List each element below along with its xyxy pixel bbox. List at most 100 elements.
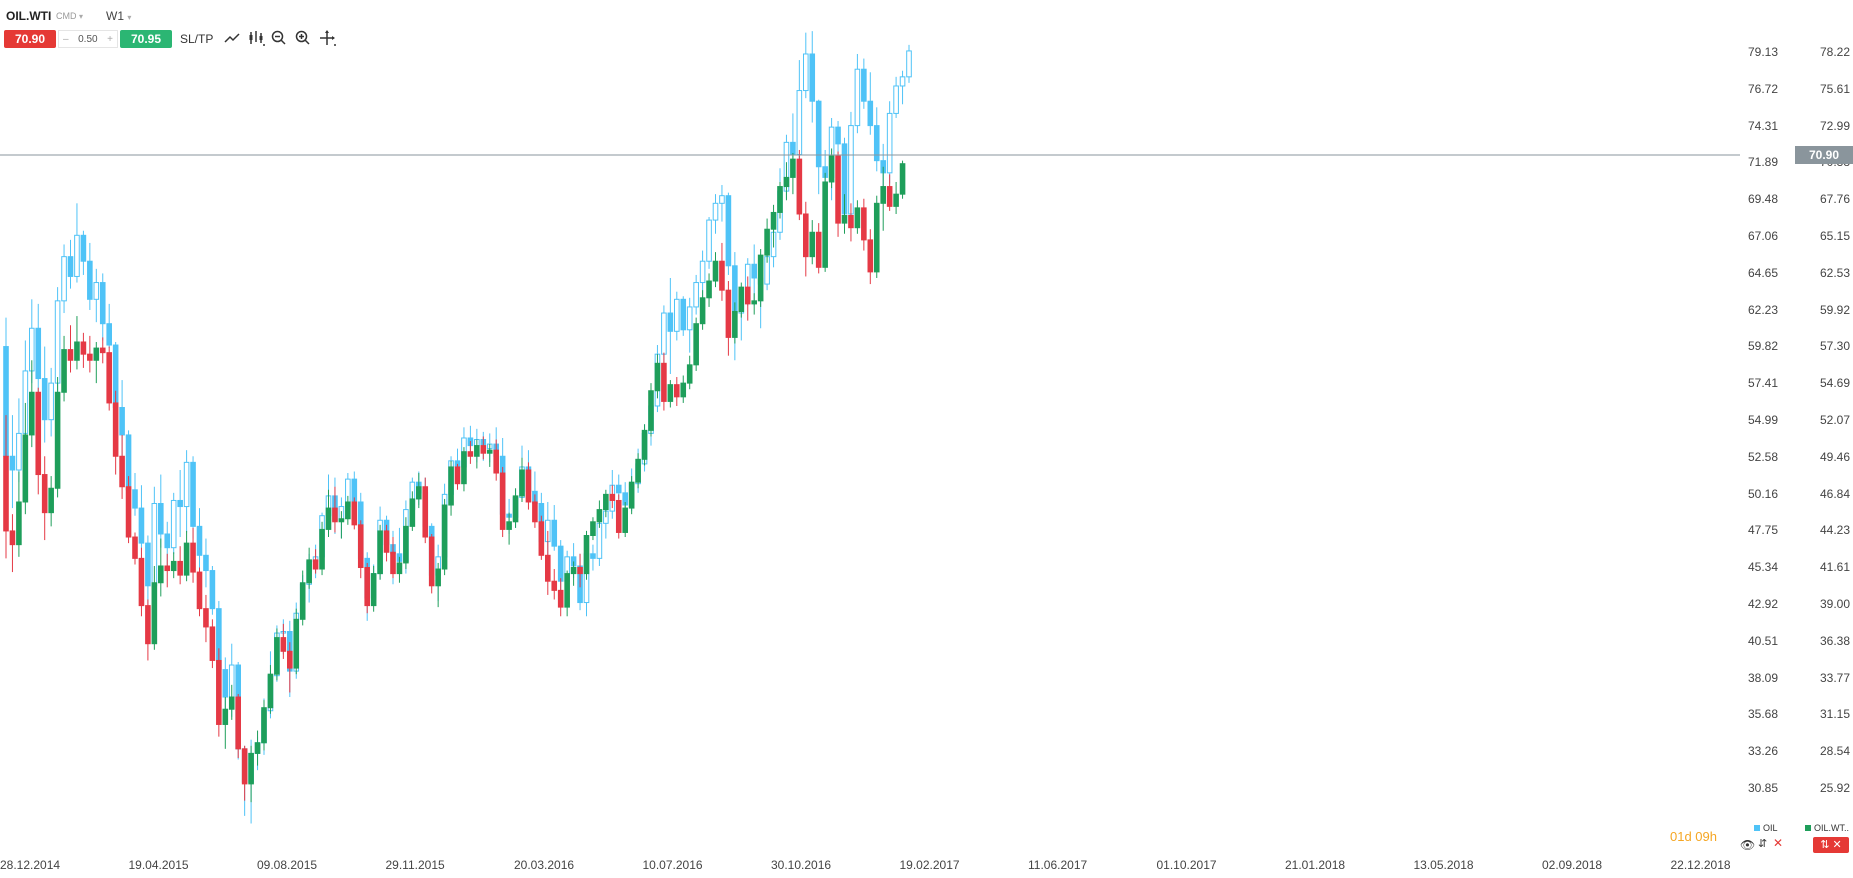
candle-body: [274, 637, 280, 675]
timeframe-selector[interactable]: W1 ▾: [106, 9, 132, 23]
candle-body: [873, 202, 880, 273]
eye-icon[interactable]: 👁: [1740, 838, 1756, 852]
zoom-in-icon[interactable]: [293, 28, 313, 48]
candle-body: [712, 202, 719, 221]
candle-body: [822, 181, 828, 268]
candle-body: [686, 306, 693, 331]
buy-button[interactable]: 70.95: [120, 30, 172, 48]
candle-body: [454, 466, 461, 485]
line-chart-icon[interactable]: [222, 28, 242, 48]
legend-oil[interactable]: OIL: [1754, 823, 1778, 833]
candle-body: [893, 193, 899, 207]
price-tick-left: 45.34: [1747, 560, 1778, 575]
candle-body: [209, 570, 216, 610]
close-icon[interactable]: ✕: [1773, 836, 1784, 850]
legend-oil-swatch: [1754, 825, 1760, 831]
indicators-icon[interactable]: [246, 28, 266, 48]
candle-body: [873, 125, 880, 162]
candle-body: [654, 362, 661, 392]
candlestick-chart[interactable]: [0, 0, 1740, 878]
volume-plus-button[interactable]: +: [107, 33, 113, 45]
candle-body: [190, 542, 196, 573]
zoom-out-icon[interactable]: [269, 28, 289, 48]
crosshair-icon[interactable]: [317, 28, 337, 48]
price-tick-left: 35.68: [1747, 707, 1778, 722]
candle-body: [841, 215, 848, 224]
price-tick-right: 36.38: [1819, 633, 1850, 648]
candle-body: [783, 176, 790, 188]
candle-body: [790, 141, 796, 156]
candle-body: [87, 353, 93, 361]
candle-body: [138, 557, 145, 607]
price-tick-right: 44.23: [1819, 523, 1850, 538]
sltp-button[interactable]: SL/TP: [180, 32, 214, 46]
reorder-icon[interactable]: ⇵: [1758, 838, 1768, 850]
candle-body: [203, 554, 209, 572]
candle-body: [435, 568, 441, 587]
price-tick-left: 42.92: [1747, 597, 1778, 611]
candle-body: [261, 707, 267, 744]
volume-value[interactable]: 0.50: [78, 33, 98, 45]
price-tick-right: 31.15: [1819, 707, 1850, 722]
price-tick-right: 62.53: [1819, 265, 1850, 280]
candle-body: [796, 90, 803, 156]
candle-body: [803, 53, 809, 92]
candle-body: [99, 347, 106, 354]
candle-body: [557, 545, 564, 582]
candle-body: [796, 158, 803, 215]
candle-body: [164, 565, 171, 572]
candle-body: [861, 68, 867, 102]
candle-body: [770, 211, 777, 230]
candle-body: [583, 535, 590, 575]
candle-body: [493, 449, 499, 474]
legend-oil-wti[interactable]: OIL.WT..: [1805, 823, 1849, 833]
candle-body: [241, 748, 248, 785]
candle-body: [803, 213, 809, 258]
candle-body: [80, 341, 87, 355]
series-settings-button[interactable]: ⇅ ✕: [1813, 837, 1849, 853]
candle-body: [499, 472, 506, 530]
candle-body: [635, 458, 641, 483]
candle-body: [35, 327, 42, 380]
candle-body: [790, 158, 796, 178]
symbol-category[interactable]: CMD ▾: [56, 11, 84, 21]
candle-body: [22, 434, 29, 503]
candle-body: [119, 407, 125, 436]
price-tick-left: 62.23: [1747, 302, 1778, 317]
candle-body: [538, 521, 545, 556]
candle-body: [332, 507, 338, 523]
candle-body: [254, 742, 261, 754]
candle-body: [287, 650, 293, 669]
date-tick: 20.03.2016: [514, 858, 575, 872]
candle-body: [338, 518, 345, 523]
candle-body: [9, 455, 16, 471]
candle-body: [54, 300, 61, 384]
volume-minus-button[interactable]: –: [63, 33, 69, 45]
candle-body: [345, 501, 351, 520]
candle-body: [248, 752, 254, 785]
volume-stepper[interactable]: – 0.50 +: [58, 30, 118, 48]
price-tick-right: 59.92: [1819, 302, 1850, 317]
price-tick-right: 25.92: [1819, 781, 1850, 795]
candle-body: [551, 519, 558, 547]
price-tick-right: 54.69: [1819, 376, 1850, 391]
current-price-tag: 70.90: [1795, 146, 1853, 164]
candle-body: [854, 68, 861, 127]
sell-button[interactable]: 70.90: [4, 30, 56, 48]
candle-body: [525, 469, 532, 503]
candle-body: [744, 286, 751, 305]
date-tick: 21.01.2018: [1285, 858, 1346, 872]
date-tick: 13.05.2018: [1413, 858, 1474, 872]
candle-body: [396, 562, 403, 575]
date-tick: 01.10.2017: [1156, 858, 1217, 872]
candle-body: [183, 461, 190, 508]
candle-body: [319, 528, 325, 570]
candle-body: [177, 499, 183, 508]
candle-body: [35, 391, 42, 476]
symbol-name[interactable]: OIL.WTI: [6, 9, 52, 23]
price-tick-right: 75.61: [1819, 81, 1850, 96]
candle-body: [312, 559, 319, 570]
candle-body: [725, 289, 732, 338]
date-tick: 30.10.2016: [771, 858, 832, 872]
candle-body: [228, 696, 235, 710]
